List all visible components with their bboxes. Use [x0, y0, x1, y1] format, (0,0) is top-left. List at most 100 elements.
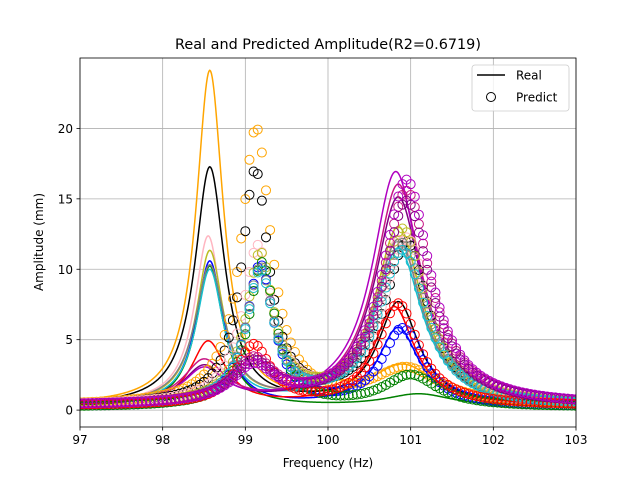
predict-point	[413, 278, 424, 289]
predict-point	[285, 376, 296, 387]
predict-point	[256, 147, 267, 158]
predict-point	[393, 362, 404, 373]
predict-point	[149, 395, 160, 406]
predict-point	[434, 302, 445, 313]
predict-point	[372, 292, 383, 303]
predict-point	[261, 275, 271, 286]
predict-point	[368, 301, 379, 312]
predict-point	[504, 395, 515, 406]
predict-point	[277, 346, 288, 357]
predict-point	[103, 397, 114, 408]
x-tick-label: 98	[155, 433, 170, 447]
predict-point	[252, 124, 263, 135]
predict-point	[475, 392, 486, 403]
predict-point	[124, 397, 135, 408]
predict-point	[116, 397, 127, 408]
predict-point	[500, 395, 511, 406]
predict-point	[132, 396, 143, 407]
predict-point	[447, 335, 457, 346]
predict-point	[261, 232, 271, 243]
predict-point	[405, 330, 416, 341]
predict-point	[244, 301, 255, 312]
predict-point	[153, 395, 164, 406]
predict-point	[186, 392, 197, 403]
predict-point	[385, 229, 395, 240]
x-tick-label: 101	[399, 433, 422, 447]
predict-point	[542, 391, 553, 402]
predict-point	[401, 369, 412, 380]
predict-point	[426, 319, 437, 330]
x-tick-label: 102	[482, 433, 505, 447]
predict-point	[368, 306, 379, 317]
predict-point	[161, 394, 172, 405]
predict-point	[356, 334, 367, 345]
predict-point	[273, 328, 284, 339]
predict-point	[397, 371, 408, 382]
predict-point	[165, 394, 176, 405]
predict-point	[492, 394, 503, 405]
predict-point	[521, 388, 532, 399]
predict-point	[372, 339, 383, 350]
predict-point	[170, 394, 181, 405]
predict-point	[368, 385, 379, 396]
y-tick-label: 0	[65, 404, 73, 418]
predict-point	[380, 346, 391, 357]
predict-point	[244, 154, 255, 165]
predict-point	[182, 392, 193, 403]
predict-point	[314, 374, 325, 384]
predict-point	[389, 256, 400, 267]
predict-point	[261, 278, 271, 289]
predict-point	[405, 199, 416, 210]
predict-point	[442, 326, 453, 337]
predict-point	[438, 315, 449, 326]
predict-point	[145, 396, 156, 407]
x-axis-ticks: 97 98 99 100 101 102 103	[72, 427, 587, 447]
predict-point	[343, 390, 354, 401]
predict-point	[393, 210, 404, 221]
predict-point	[401, 308, 412, 319]
predict-point	[256, 265, 267, 276]
predict-point	[409, 329, 420, 340]
legend-box	[471, 64, 570, 112]
predict-point	[571, 394, 576, 405]
predict-point	[426, 276, 437, 287]
predict-point	[430, 333, 441, 344]
predict-point	[405, 179, 416, 190]
predict-point	[248, 280, 259, 291]
predict-point	[397, 301, 408, 312]
predict-point	[244, 309, 255, 320]
predict-point	[351, 341, 362, 352]
predict-point	[244, 304, 255, 315]
predict-point	[376, 329, 387, 340]
predict-point	[484, 393, 495, 404]
y-axis-label: Amplitude (mm)	[32, 193, 46, 291]
y-tick-label: 5	[65, 333, 73, 347]
predict-point	[298, 377, 309, 388]
x-tick-label: 97	[72, 433, 87, 447]
predict-point	[413, 340, 424, 351]
predict-point	[566, 393, 576, 404]
predict-point	[376, 275, 387, 286]
predict-point	[248, 283, 259, 294]
predict-point	[273, 334, 284, 345]
predict-point	[265, 295, 276, 306]
predict-point	[418, 292, 429, 303]
y-tick-label: 15	[58, 192, 73, 206]
grid	[79, 58, 577, 427]
predict-point	[558, 393, 569, 404]
predict-point	[227, 293, 238, 304]
predict-point	[409, 269, 420, 280]
predict-point	[537, 390, 548, 401]
y-tick-label: 20	[58, 122, 73, 136]
predict-point	[418, 349, 429, 360]
predict-point	[380, 257, 391, 268]
predict-series-11	[80, 174, 576, 409]
predict-point	[418, 238, 429, 249]
predict-point	[529, 389, 540, 400]
chart-title: Real and Predicted Amplitude(R2=0.6719)	[175, 37, 481, 53]
predict-point	[409, 370, 420, 381]
predict-point	[546, 391, 557, 402]
predict-point	[360, 325, 371, 336]
predict-point	[525, 388, 536, 399]
